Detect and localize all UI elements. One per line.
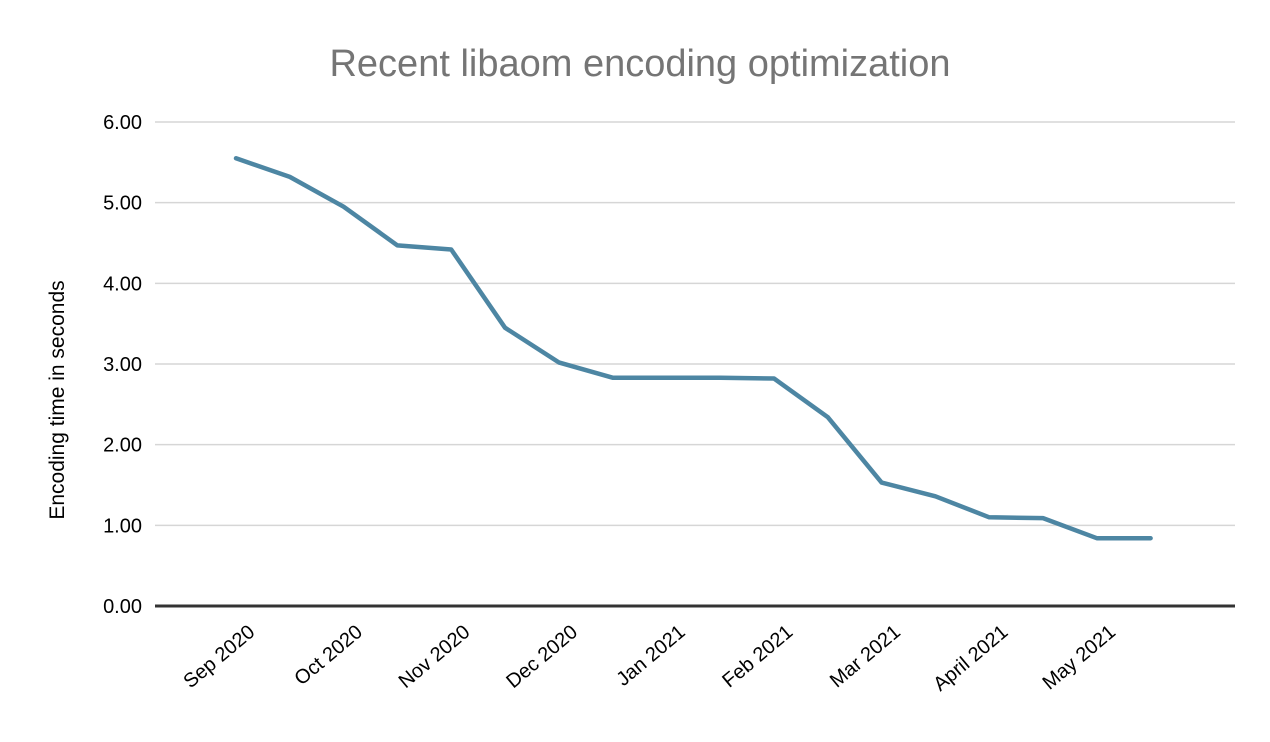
x-tick-label: Nov 2020 (395, 621, 475, 693)
y-tick-label: 4.00 (103, 273, 142, 295)
series-line (233, 156, 1153, 541)
x-tick-label: April 2021 (929, 621, 1012, 696)
x-tick-label: Jan 2021 (612, 621, 689, 691)
chart-title: Recent libaom encoding optimization (329, 43, 950, 85)
y-axis-title: Encoding time in seconds (46, 280, 69, 519)
y-tick-label: 0.00 (103, 596, 142, 618)
x-tick-label: Sep 2020 (179, 621, 259, 693)
y-tick-labels: 0.00 1.00 2.00 3.00 4.00 5.00 6.00 (103, 112, 142, 618)
y-tick-label: 5.00 (103, 193, 142, 215)
gridlines (155, 121, 1235, 527)
y-tick-label: 6.00 (103, 112, 142, 134)
x-tick-label: Oct 2020 (290, 621, 366, 690)
x-tick-label: Mar 2021 (826, 621, 905, 692)
x-tick-labels: Sep 2020 Oct 2020 Nov 2020 Dec 2020 Jan 2021… (179, 621, 1120, 696)
y-tick-label: 2.00 (103, 435, 142, 457)
y-tick-label: 1.00 (103, 515, 142, 537)
x-tick-label: Dec 2020 (502, 621, 582, 693)
x-tick-label: May 2021 (1039, 621, 1120, 694)
y-tick-label: 3.00 (103, 354, 142, 376)
x-tick-label: Feb 2021 (718, 621, 797, 692)
